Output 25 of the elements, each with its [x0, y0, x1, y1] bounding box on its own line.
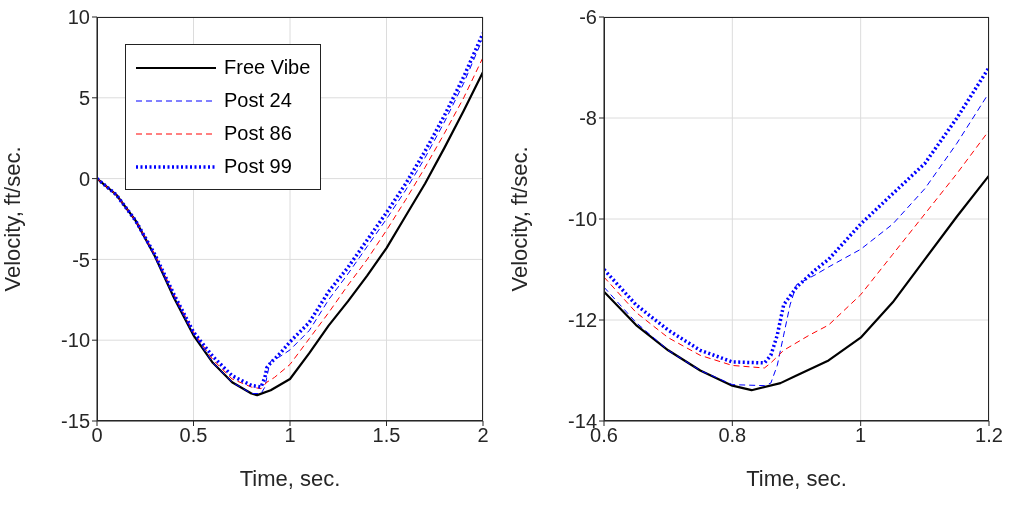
x-tick-label: 2 — [477, 424, 489, 447]
y-axis-title: Velocity, ft/sec. — [0, 146, 25, 292]
x-axis-title: Time, sec. — [239, 466, 341, 491]
legend-label: Post 99 — [224, 155, 292, 178]
y-tick-label: 5 — [78, 86, 90, 109]
y-tick-label: -8 — [579, 107, 597, 130]
y-tick-label: -15 — [61, 410, 90, 433]
x-tick-label: 1.2 — [975, 424, 1003, 447]
x-tick-label: 1.5 — [372, 424, 401, 447]
x-tick-label: 0.5 — [179, 424, 208, 447]
y-tick-label: -10 — [61, 329, 90, 352]
x-axis-title: Time, sec. — [746, 466, 847, 491]
x-tick-label: 0.8 — [718, 424, 747, 447]
y-tick-label: -12 — [568, 309, 597, 332]
legend-label: Post 86 — [224, 122, 292, 145]
x-tick-label: 1 — [284, 424, 296, 447]
y-tick-label: -5 — [72, 248, 90, 271]
y-tick-label: 0 — [78, 167, 90, 190]
legend-label: Free Vibe — [224, 56, 311, 79]
y-tick-label: -10 — [568, 208, 597, 231]
legend-label: Post 24 — [224, 89, 292, 112]
y-tick-label: -6 — [579, 6, 597, 29]
y-tick-label: 10 — [67, 6, 90, 29]
x-tick-label: 1 — [855, 424, 867, 447]
y-axis-title: Velocity, ft/sec. — [506, 146, 532, 292]
